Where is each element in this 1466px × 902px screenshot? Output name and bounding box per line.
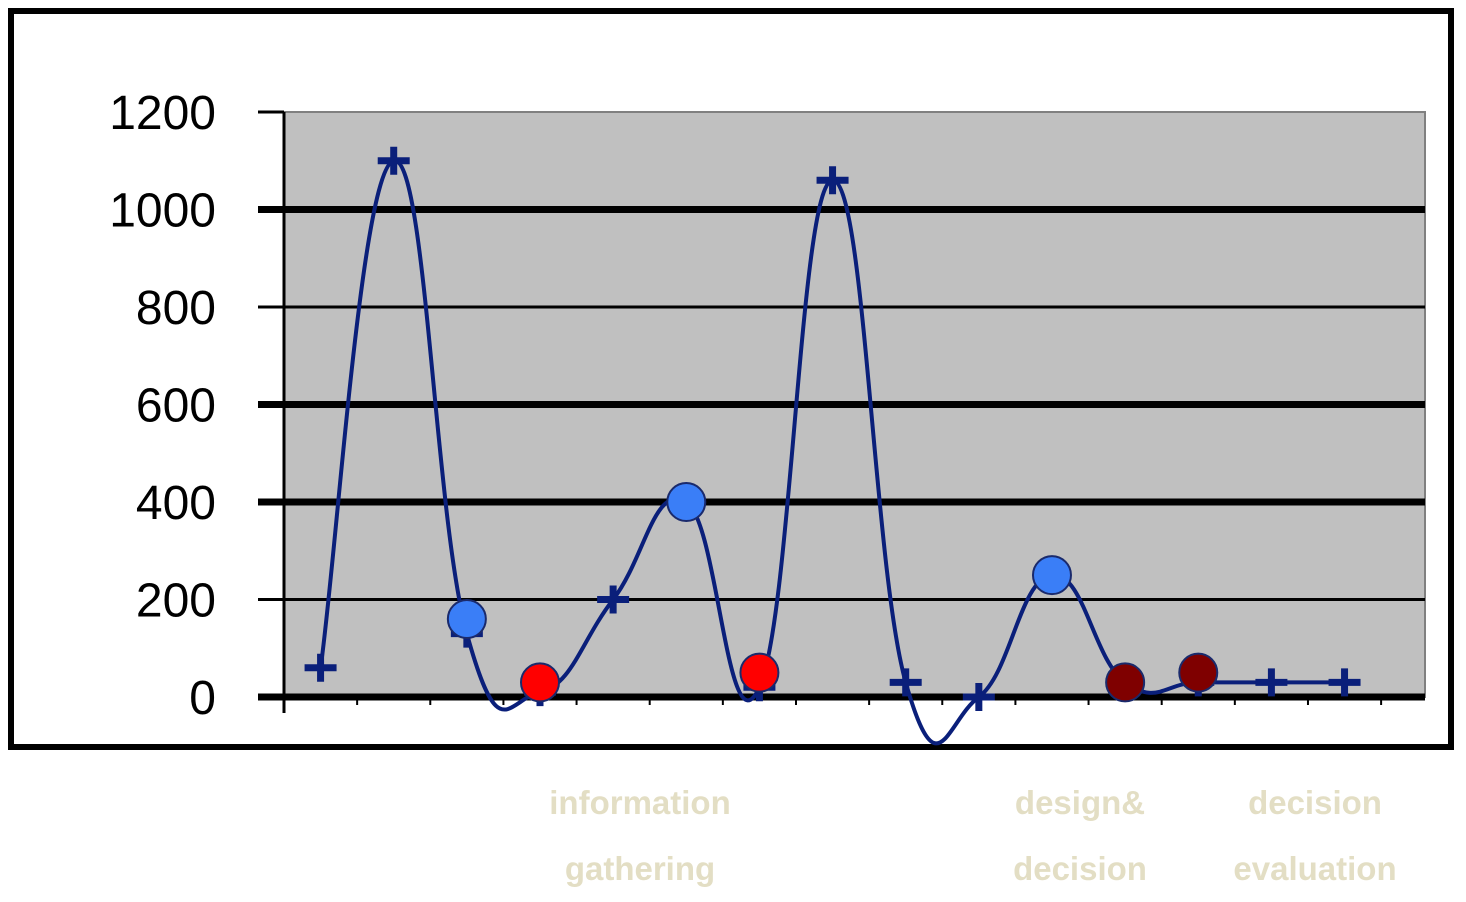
markers-group — [446, 482, 1219, 703]
data-point-marker — [1328, 668, 1361, 697]
data-point-marker — [377, 146, 410, 175]
highlight-marker — [739, 652, 780, 693]
line-chart: 1200 1000 800 600 400 200 0 — [109, 87, 1426, 746]
highlight-marker — [446, 599, 487, 639]
highlight-marker — [666, 482, 707, 522]
phase-label-line: decision — [1013, 850, 1147, 887]
y-tick-label: 400 — [136, 477, 216, 530]
data-point-marker — [304, 653, 337, 682]
phase-label-information-gathering: information gathering — [500, 770, 780, 902]
gridlines — [258, 206, 1425, 701]
highlight-marker — [1178, 652, 1219, 693]
y-tick-label: 0 — [189, 672, 216, 725]
phase-label-line: decision — [1248, 784, 1382, 821]
phase-label-design-decision: design& decision — [985, 770, 1175, 902]
data-point-marker — [816, 166, 849, 195]
y-tick-label: 1000 — [109, 185, 216, 238]
data-point-marker — [962, 683, 995, 711]
highlight-marker — [1031, 555, 1072, 596]
y-tick-label: 600 — [136, 380, 216, 433]
y-tick-label: 200 — [136, 575, 216, 628]
axes — [258, 110, 1383, 713]
y-tick-labels: 1200 1000 800 600 400 200 0 — [109, 87, 216, 725]
data-point-marker — [889, 668, 922, 697]
highlight-marker — [1105, 662, 1146, 703]
data-point-marker — [597, 585, 630, 614]
highlight-marker — [519, 662, 560, 703]
series-line — [318, 158, 1345, 746]
y-tick-label: 1200 — [109, 87, 216, 140]
y-tick-label: 800 — [136, 282, 216, 335]
phase-label-decision-evaluation: decision evaluation — [1195, 770, 1435, 902]
phase-label-line: information — [549, 784, 731, 821]
data-point-marker — [1255, 668, 1288, 697]
phase-label-line: gathering — [564, 850, 716, 887]
phase-label-line: evaluation — [1233, 850, 1397, 887]
phase-label-line: design& — [1014, 784, 1146, 821]
